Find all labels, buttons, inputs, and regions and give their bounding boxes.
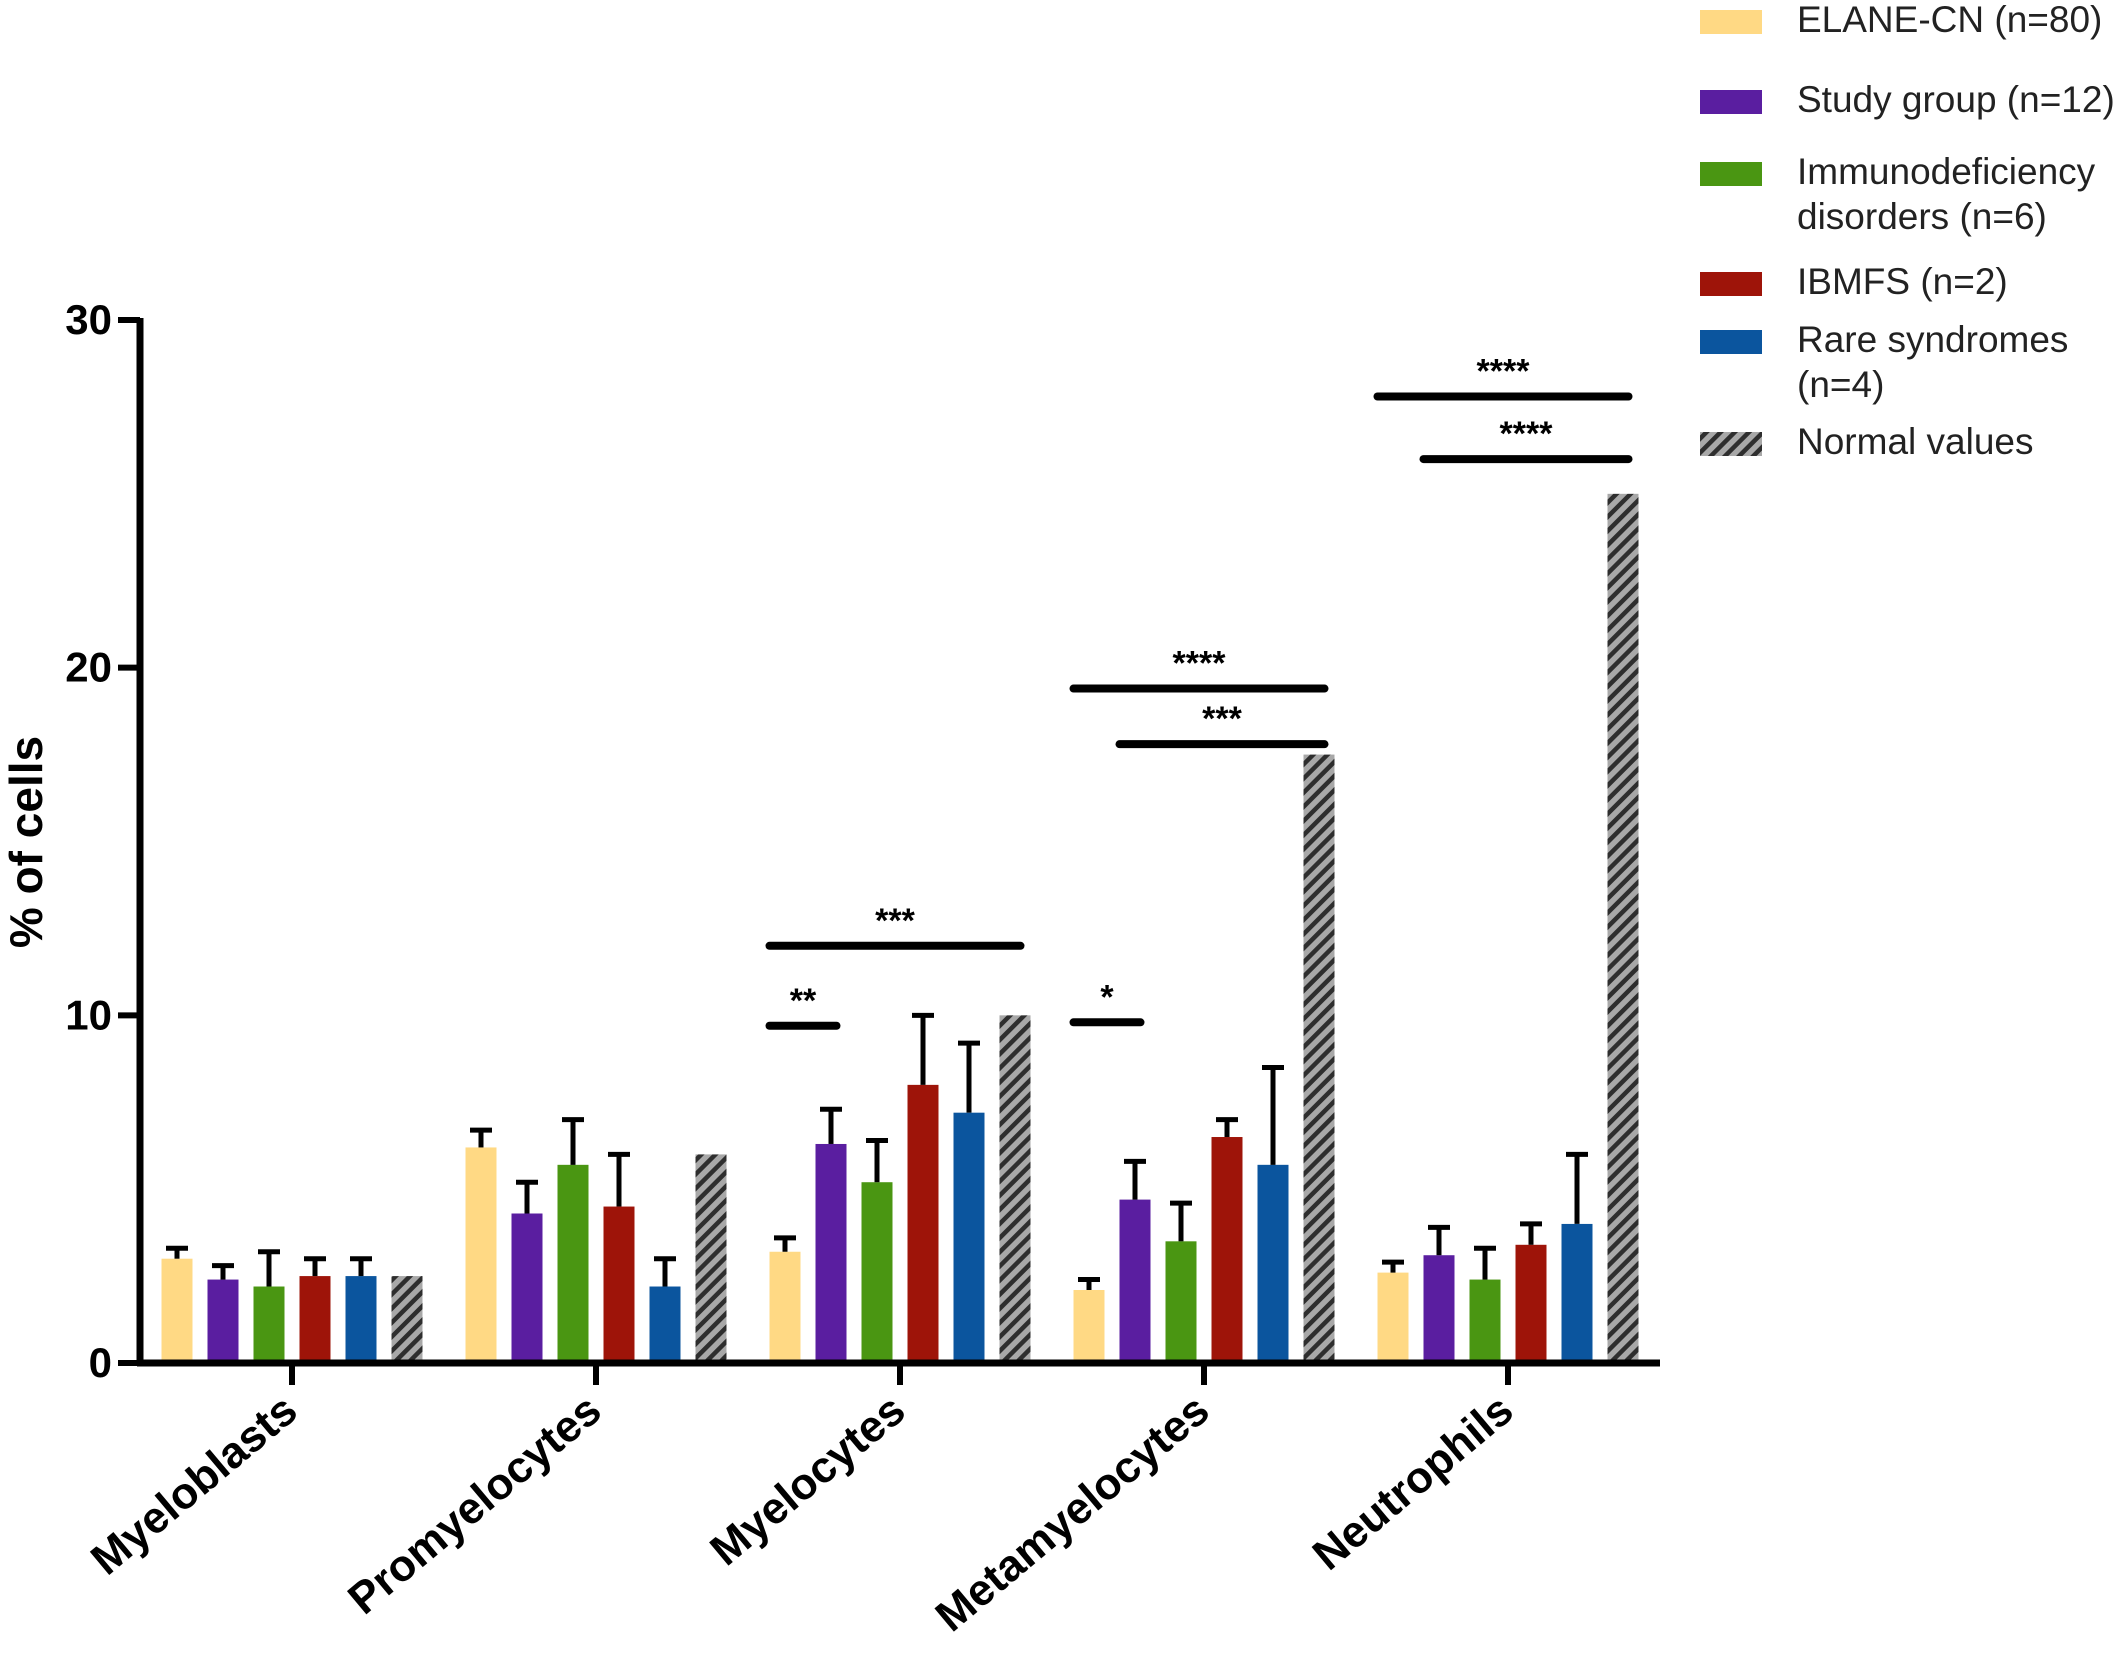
bar (1165, 1241, 1197, 1363)
bar (649, 1286, 681, 1363)
legend-label: IBMFS (n=2) (1797, 261, 2008, 302)
x-category-label: Metamyelocytes (927, 1385, 1219, 1641)
bar (345, 1276, 377, 1363)
significance-label: ** (790, 982, 817, 1020)
significance-label: **** (1500, 415, 1554, 453)
bar (769, 1251, 801, 1363)
bar (161, 1258, 193, 1363)
x-category-label: Myelocytes (701, 1385, 914, 1575)
bar (1469, 1279, 1501, 1363)
bar (1303, 754, 1335, 1363)
bar (511, 1213, 543, 1363)
bar (953, 1112, 985, 1363)
bar (253, 1286, 285, 1363)
legend-swatch (1700, 330, 1762, 354)
legend: ELANE-CN (n=80) Study group (n=12) Immunod… (1700, 0, 2115, 462)
bar (603, 1206, 635, 1363)
significance-label: **** (1477, 352, 1531, 390)
y-tick-label: 0 (89, 1339, 112, 1386)
bar (465, 1147, 497, 1363)
bar (1073, 1289, 1105, 1363)
legend-label: disorders (n=6) (1797, 196, 2047, 237)
legend-label: Immunodeficiency (1797, 151, 2096, 192)
legend-swatch (1700, 10, 1762, 34)
bar (861, 1182, 893, 1363)
significance-label: *** (875, 902, 915, 940)
bar (299, 1276, 331, 1363)
legend-swatch (1700, 432, 1762, 456)
bar (1257, 1164, 1289, 1363)
y-tick-label: 10 (65, 991, 112, 1038)
bar (1211, 1137, 1243, 1363)
bar (815, 1143, 847, 1363)
bar (1377, 1272, 1409, 1363)
x-category-label: Promyelocytes (339, 1385, 610, 1624)
legend-label: Normal values (1797, 421, 2033, 462)
bar (1607, 493, 1639, 1363)
significance-label: *** (1202, 700, 1242, 738)
x-category-label: Neutrophils (1304, 1385, 1523, 1580)
y-tick-label: 20 (65, 644, 112, 691)
bar (695, 1154, 727, 1363)
bar (391, 1276, 423, 1363)
bars-layer (161, 493, 1639, 1363)
legend-label: ELANE-CN (n=80) (1797, 0, 2102, 40)
bar (1515, 1244, 1547, 1363)
axes-layer: 0 10 20 30 % of cells Myeloblasts Promyelocyte… (0, 296, 1660, 1641)
bar (207, 1279, 239, 1363)
bar (1561, 1223, 1593, 1363)
legend-swatch (1700, 162, 1762, 186)
legend-label: (n=4) (1797, 364, 1884, 405)
legend-label: Rare syndromes (1797, 319, 2068, 360)
bar (999, 1015, 1031, 1363)
legend-label: Study group (n=12) (1797, 79, 2115, 120)
significance-label: * (1100, 978, 1114, 1016)
bar (1119, 1199, 1151, 1363)
y-tick-label: 30 (65, 296, 112, 343)
bar (1423, 1255, 1455, 1363)
bar (907, 1084, 939, 1363)
significance-layer: ********************* (765, 352, 1633, 1030)
x-category-label: Myeloblasts (82, 1385, 306, 1584)
legend-swatch (1700, 272, 1762, 296)
legend-swatch (1700, 90, 1762, 114)
significance-label: **** (1173, 645, 1227, 683)
bar (557, 1164, 589, 1363)
y-axis-title: % of cells (0, 736, 52, 948)
